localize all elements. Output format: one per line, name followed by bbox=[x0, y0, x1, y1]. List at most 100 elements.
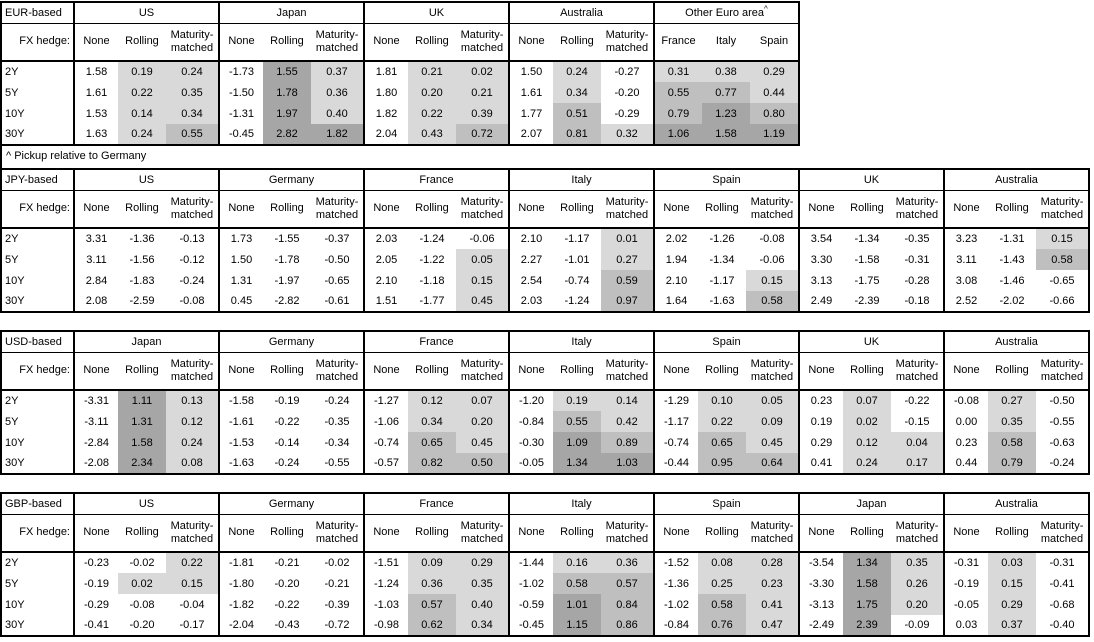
value-cell: -0.65 bbox=[1049, 274, 1075, 287]
value-cell: 0.02 bbox=[118, 573, 166, 594]
fx-hedge-column-header: None bbox=[73, 352, 118, 391]
value-cell: -1.97 bbox=[274, 274, 300, 287]
value-cell: 0.37 bbox=[311, 61, 364, 82]
value-cell: 0.01 bbox=[601, 228, 654, 249]
value-cell: 0.22 bbox=[698, 411, 746, 432]
value-cell: 1.01 bbox=[553, 594, 601, 615]
value-cell: -0.50 bbox=[1049, 395, 1075, 407]
value-cell: -0.08 bbox=[759, 233, 785, 245]
jpy-based-section: JPY-based US Germany France Italy Spain UK Aust… bbox=[0, 168, 1094, 313]
footnote: ^ Pickup relative to Germany bbox=[0, 146, 1094, 168]
value-cell: -0.41 bbox=[1049, 577, 1075, 590]
fx-hedge-label: FX hedge: bbox=[1, 190, 75, 229]
value-cell: 2.10 bbox=[508, 228, 553, 249]
value-cell: -1.06 bbox=[363, 411, 408, 432]
fx-hedge-column-header: Rolling bbox=[843, 190, 891, 229]
gbp-based-table: GBP-based US Germany France Italy Spain Japan A… bbox=[0, 492, 1090, 637]
value-cell: -0.35 bbox=[904, 233, 930, 245]
value-cell: -2.59 bbox=[129, 295, 155, 307]
fx-hedge-column-header: None bbox=[508, 352, 553, 391]
value-cell: 0.42 bbox=[601, 411, 654, 432]
value-cell: -1.17 bbox=[564, 233, 590, 245]
value-cell: 0.25 bbox=[698, 573, 746, 594]
value-cell: 2.27 bbox=[508, 249, 553, 270]
tenor-label: 10Y bbox=[1, 103, 75, 124]
value-cell: 0.55 bbox=[166, 124, 219, 145]
value-cell: -1.55 bbox=[274, 233, 300, 245]
value-cell: 1.53 bbox=[73, 103, 118, 124]
value-cell: -0.09 bbox=[904, 619, 930, 631]
country-name: Australia bbox=[995, 497, 1038, 510]
fx-hedge-column-header: None bbox=[508, 23, 553, 62]
value-cell: -0.65 bbox=[324, 274, 350, 287]
tenor-label: 10Y bbox=[1, 594, 75, 615]
country-name: UK bbox=[863, 335, 880, 348]
value-cell: -0.34 bbox=[324, 436, 350, 449]
value-cell: -3.11 bbox=[73, 411, 118, 432]
value-cell: 0.22 bbox=[408, 103, 456, 124]
fx-hedge-column-header: None bbox=[508, 190, 553, 229]
value-cell: 0.20 bbox=[456, 411, 509, 432]
value-cell: -3.31 bbox=[73, 390, 118, 411]
value-cell: 0.24 bbox=[118, 124, 166, 145]
value-cell: -0.21 bbox=[274, 557, 300, 569]
value-cell: -0.08 bbox=[129, 598, 155, 611]
value-cell: -0.68 bbox=[1049, 598, 1075, 611]
value-cell: 1.82 bbox=[311, 124, 364, 145]
value-cell: -1.31 bbox=[999, 233, 1025, 245]
value-cell: 2.82 bbox=[263, 124, 311, 145]
value-cell: -1.50 bbox=[218, 82, 263, 103]
fx-hedge-column-header: None bbox=[73, 514, 118, 553]
value-cell: 0.45 bbox=[456, 291, 509, 312]
value-cell: 1.58 bbox=[843, 573, 891, 594]
country-name: Australia bbox=[995, 173, 1038, 186]
value-cell: 0.44 bbox=[943, 453, 988, 474]
country-name: Germany bbox=[268, 497, 315, 510]
country-name: France bbox=[419, 173, 454, 186]
fx-hedge-column-header: Maturity-matched bbox=[601, 514, 654, 553]
fx-hedge-column-header: Rolling bbox=[263, 514, 311, 553]
value-cell: -2.04 bbox=[218, 615, 263, 636]
tenor-label: 10Y bbox=[1, 270, 75, 291]
country-header: Italy bbox=[508, 493, 654, 515]
country-name: Japan bbox=[856, 497, 887, 510]
value-cell: 0.19 bbox=[118, 61, 166, 82]
value-cell: 0.55 bbox=[653, 82, 702, 103]
value-cell: -1.75 bbox=[854, 274, 880, 287]
value-cell: 1.75 bbox=[843, 594, 891, 615]
fx-hedge-column-header: Rolling bbox=[263, 190, 311, 229]
value-cell: 1.11 bbox=[118, 390, 166, 411]
value-cell: 3.54 bbox=[798, 228, 843, 249]
value-cell: 0.05 bbox=[746, 390, 799, 411]
fx-hedge-column-header: None bbox=[363, 23, 408, 62]
value-cell: -1.77 bbox=[419, 295, 445, 307]
value-cell: 0.12 bbox=[166, 411, 219, 432]
fx-hedge-column-header: None bbox=[798, 514, 843, 553]
value-cell: -0.19 bbox=[943, 573, 988, 594]
value-cell: -0.17 bbox=[179, 619, 205, 631]
value-cell: -1.46 bbox=[999, 274, 1025, 287]
value-cell: 1.97 bbox=[263, 103, 311, 124]
country-header: US bbox=[73, 2, 219, 24]
base-currency-label: USD-based bbox=[1, 331, 75, 353]
value-cell: 0.00 bbox=[943, 411, 988, 432]
value-cell: 0.34 bbox=[456, 615, 509, 636]
value-cell: 1.31 bbox=[118, 411, 166, 432]
value-cell: -0.57 bbox=[363, 453, 408, 474]
value-cell: 0.17 bbox=[891, 453, 944, 474]
value-cell: -0.29 bbox=[73, 594, 118, 615]
value-cell: 0.23 bbox=[943, 432, 988, 453]
country-name: Japan bbox=[276, 6, 307, 19]
fx-hedge-column-header: None bbox=[653, 190, 698, 229]
value-cell: 0.58 bbox=[698, 594, 746, 615]
fx-hedge-column-header: Rolling bbox=[843, 352, 891, 391]
value-cell: -1.83 bbox=[129, 274, 155, 287]
fx-hedge-column-header: None bbox=[73, 23, 118, 62]
fx-hedge-column-header: Rolling bbox=[988, 514, 1036, 553]
value-cell: -0.15 bbox=[904, 415, 930, 428]
value-cell: 0.41 bbox=[798, 453, 843, 474]
fx-hedge-column-header: Maturity-matched bbox=[601, 23, 654, 62]
value-cell: -0.19 bbox=[73, 573, 118, 594]
country-name: Germany bbox=[268, 173, 315, 186]
country-header: Australia bbox=[943, 169, 1089, 191]
